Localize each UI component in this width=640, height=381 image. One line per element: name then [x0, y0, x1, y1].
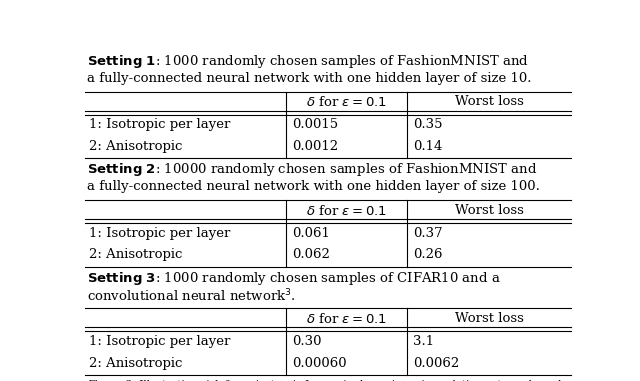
Text: Worst loss: Worst loss	[455, 203, 524, 216]
Text: 2: Anisotropic: 2: Anisotropic	[89, 248, 182, 261]
Text: $\delta$ for $\epsilon = 0.1$: $\delta$ for $\epsilon = 0.1$	[306, 95, 387, 109]
Text: $\mathbf{Setting\ 2}$: 10000 randomly chosen samples of FashionMNIST and: $\mathbf{Setting\ 2}$: 10000 randomly ch…	[88, 161, 538, 178]
Text: Figure 2: Illustrating risk for anisotropic Langevin dynamics using relative ent: Figure 2: Illustrating risk for anisotro…	[88, 380, 566, 381]
Text: 2: Anisotropic: 2: Anisotropic	[89, 140, 182, 153]
Text: Worst loss: Worst loss	[455, 312, 524, 325]
Text: 3.1: 3.1	[413, 335, 435, 348]
Text: 0.26: 0.26	[413, 248, 443, 261]
Text: $\mathbf{Setting\ 1}$: 1000 randomly chosen samples of FashionMNIST and: $\mathbf{Setting\ 1}$: 1000 randomly cho…	[88, 53, 529, 70]
Text: 2: Anisotropic: 2: Anisotropic	[89, 357, 182, 370]
Text: 1: Isotropic per layer: 1: Isotropic per layer	[89, 335, 230, 348]
Text: $\delta$ for $\epsilon = 0.1$: $\delta$ for $\epsilon = 0.1$	[306, 312, 387, 326]
Text: 0.00060: 0.00060	[292, 357, 346, 370]
Text: 0.061: 0.061	[292, 227, 330, 240]
Text: 0.30: 0.30	[292, 335, 321, 348]
Text: a fully-connected neural network with one hidden layer of size 10.: a fully-connected neural network with on…	[88, 72, 532, 85]
Text: convolutional neural network$^3$.: convolutional neural network$^3$.	[88, 288, 296, 305]
Text: 0.0015: 0.0015	[292, 118, 338, 131]
Text: a fully-connected neural network with one hidden layer of size 100.: a fully-connected neural network with on…	[88, 180, 540, 193]
Text: 0.35: 0.35	[413, 118, 443, 131]
Text: Worst loss: Worst loss	[455, 95, 524, 108]
Text: 0.062: 0.062	[292, 248, 330, 261]
Text: 0.14: 0.14	[413, 140, 443, 153]
Text: 0.0012: 0.0012	[292, 140, 338, 153]
Text: 1: Isotropic per layer: 1: Isotropic per layer	[89, 227, 230, 240]
Text: 0.37: 0.37	[413, 227, 443, 240]
Text: 1: Isotropic per layer: 1: Isotropic per layer	[89, 118, 230, 131]
Text: $\delta$ for $\epsilon = 0.1$: $\delta$ for $\epsilon = 0.1$	[306, 203, 387, 218]
Text: 0.0062: 0.0062	[413, 357, 460, 370]
Text: $\mathbf{Setting\ 3}$: 1000 randomly chosen samples of CIFAR10 and a: $\mathbf{Setting\ 3}$: 1000 randomly cho…	[88, 270, 501, 287]
